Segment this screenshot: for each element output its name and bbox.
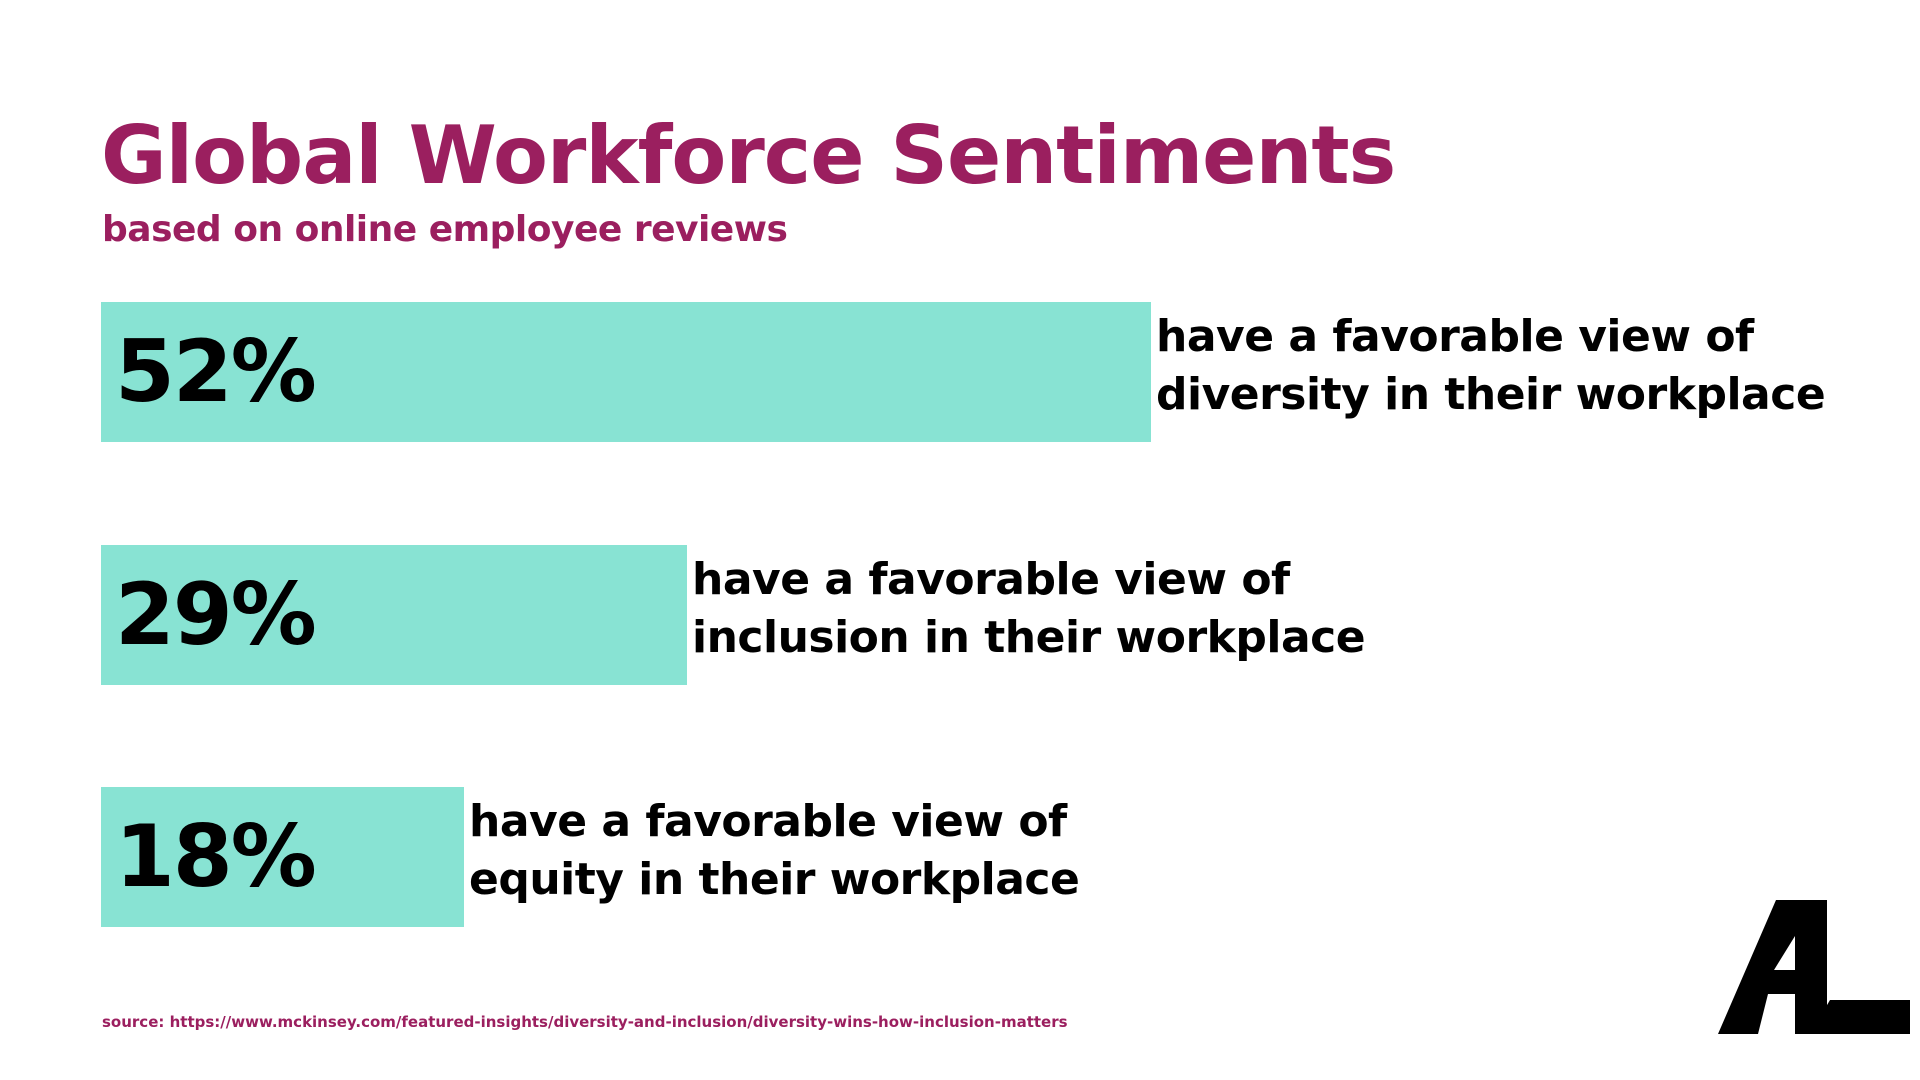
logo-letter-l (1810, 1000, 1910, 1034)
bar-inclusion (101, 545, 687, 685)
bar-row-equity: 18% have a favorable view of equity in t… (101, 787, 1080, 927)
category-label-inclusion: have a favorable view of inclusion in th… (692, 551, 1366, 667)
category-label-line-1: have a favorable view of (469, 796, 1067, 847)
chart-title: Global Workforce Sentiments (101, 109, 1396, 202)
category-label-equity: have a favorable view of equity in their… (469, 793, 1080, 909)
value-label-inclusion: 29% (115, 565, 317, 665)
value-label-diversity: 52% (115, 322, 317, 422)
bar-row-diversity: 52% have a favorable view of diversity i… (101, 302, 1826, 442)
chart-subtitle: based on online employee reviews (102, 209, 788, 250)
category-label-line-2: inclusion in their workplace (692, 612, 1366, 663)
category-label-line-1: have a favorable view of (692, 554, 1290, 605)
bar-equity (101, 787, 464, 927)
al-logo-icon (1718, 900, 1910, 1034)
value-label-equity: 18% (115, 807, 317, 907)
bar-row-inclusion: 29% have a favorable view of inclusion i… (101, 545, 1366, 685)
logo-letter-a (1718, 900, 1827, 1034)
source-citation: source: https://www.mckinsey.com/feature… (102, 1013, 1068, 1031)
category-label-line-2: equity in their workplace (469, 854, 1080, 905)
category-label-diversity: have a favorable view of diversity in th… (1156, 308, 1826, 424)
bar-diversity (101, 302, 1151, 442)
category-label-line-1: have a favorable view of (1156, 311, 1754, 362)
category-label-line-2: diversity in their workplace (1156, 369, 1826, 420)
